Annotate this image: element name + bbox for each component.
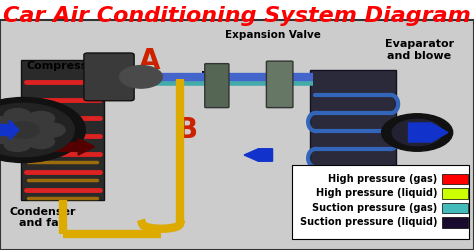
FancyBboxPatch shape (266, 61, 293, 108)
Polygon shape (50, 138, 95, 155)
Circle shape (38, 123, 65, 137)
Circle shape (119, 66, 162, 88)
Text: High pressure (gas): High pressure (gas) (328, 174, 438, 184)
Text: Expansion Valve: Expansion Valve (225, 30, 320, 40)
Bar (292, 165, 469, 239)
Circle shape (0, 116, 12, 131)
FancyBboxPatch shape (310, 70, 396, 195)
Polygon shape (409, 123, 448, 142)
Text: Suction pressure (liquid): Suction pressure (liquid) (300, 217, 438, 227)
Circle shape (0, 103, 74, 157)
Circle shape (27, 112, 55, 126)
FancyBboxPatch shape (21, 60, 104, 200)
Polygon shape (0, 120, 19, 140)
Bar (442, 174, 468, 184)
Bar (442, 188, 468, 198)
Circle shape (382, 114, 453, 151)
Text: Suction pressure (gas): Suction pressure (gas) (312, 203, 438, 213)
Circle shape (0, 98, 85, 162)
Circle shape (392, 120, 442, 146)
Text: A: A (138, 47, 160, 75)
Polygon shape (244, 149, 273, 161)
Text: Evaparator
and blowe: Evaparator and blowe (385, 39, 454, 61)
Bar (442, 217, 468, 228)
Text: Compressor: Compressor (27, 61, 101, 71)
Circle shape (0, 129, 12, 144)
Text: IHX: IHX (201, 71, 221, 81)
FancyBboxPatch shape (205, 64, 229, 108)
Circle shape (27, 134, 55, 148)
Circle shape (4, 108, 31, 123)
Text: Car Air Conditioning System Diagram: Car Air Conditioning System Diagram (3, 6, 471, 26)
FancyBboxPatch shape (84, 53, 134, 101)
Text: B: B (177, 116, 198, 144)
Text: Condenser
and fan: Condenser and fan (9, 207, 76, 228)
Text: High pressure (liquid): High pressure (liquid) (316, 188, 438, 198)
Circle shape (8, 122, 39, 138)
Circle shape (4, 137, 31, 152)
Bar (442, 202, 468, 213)
